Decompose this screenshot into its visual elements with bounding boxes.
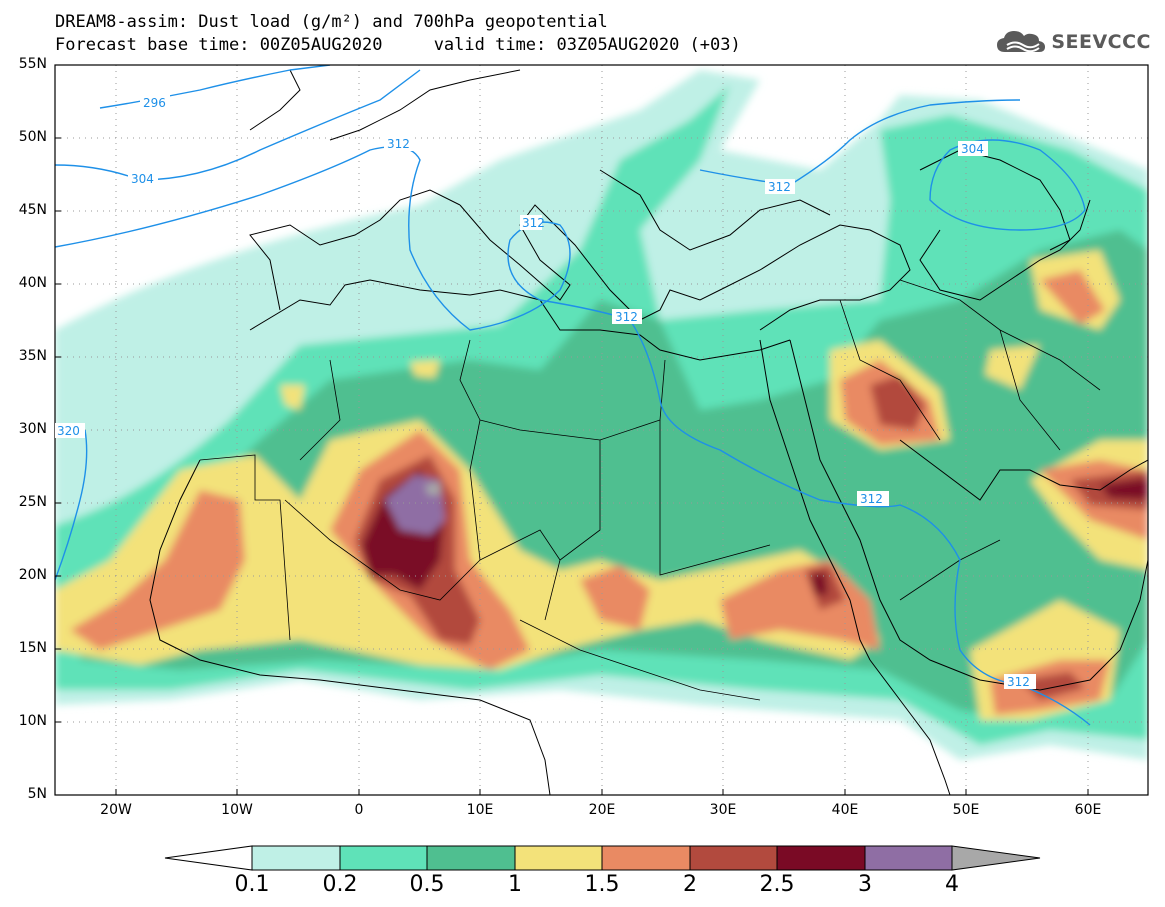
contour-label: 296 (143, 96, 166, 110)
colorbar-segment (776, 845, 866, 871)
colorbar-under-arrow (164, 845, 253, 871)
lon-label: 20E (588, 802, 616, 818)
contour-label: 304 (961, 142, 984, 156)
lat-label: 30N (18, 421, 47, 437)
lon-label: 30E (709, 802, 737, 818)
lat-label: 5N (27, 786, 47, 802)
colorbar-segment (689, 845, 778, 871)
colorbar-tick-label: 0.5 (409, 872, 445, 897)
cloud-icon (997, 31, 1046, 53)
colorbar-tick-label: 1.5 (584, 872, 620, 897)
colorbar-tick-label: 1 (508, 872, 522, 897)
colorbar-segment (601, 845, 691, 871)
lon-label: 40E (831, 802, 859, 818)
dust-field (55, 65, 1148, 795)
lat-label: 20N (18, 567, 47, 583)
contour-320 (55, 429, 88, 581)
contour-label: 312 (522, 216, 545, 230)
colorbar-segment (864, 845, 953, 871)
contour-label: 312 (768, 180, 791, 194)
lat-label: 50N (18, 129, 47, 145)
graticule (55, 65, 1148, 795)
forecast-time-line: Forecast base time: 00Z05AUG2020 valid t… (55, 35, 741, 55)
contour-label: 312 (615, 310, 638, 324)
lon-label: 0 (354, 802, 364, 818)
colorbar-segment (426, 845, 516, 871)
lon-label: 10W (221, 802, 253, 818)
lat-label: 10N (18, 713, 47, 729)
contour-label: 312 (1007, 675, 1030, 689)
contour-296 (99, 65, 331, 109)
map-title: DREAM8-assim: Dust load (g/m²) and 700hP… (55, 12, 608, 32)
lat-label: 15N (18, 640, 47, 656)
contour-label: 312 (387, 137, 410, 151)
lat-label: 55N (18, 56, 47, 72)
lon-label: 60E (1074, 802, 1102, 818)
lon-label: 20W (100, 802, 132, 818)
seevccc-logo: SEEVCCC (995, 28, 1151, 56)
colorbar-tick-label: 0.2 (322, 872, 358, 897)
colorbar-tick-label: 3 (858, 872, 872, 897)
colorbar-segment (514, 845, 603, 871)
dust-band-1.5 (70, 490, 245, 650)
contour-312-east (699, 99, 1021, 186)
lat-label: 40N (18, 275, 47, 291)
contour-304-west (55, 69, 421, 181)
coastlines (149, 69, 1148, 795)
colorbar-tick-label: 4 (945, 872, 959, 897)
contour-label: 320 (57, 424, 80, 438)
colorbar-over-arrow (951, 845, 1041, 871)
colorbar-tick-label: 2 (683, 872, 697, 897)
colorbar-segment (251, 845, 341, 871)
contour-304-east (929, 139, 1086, 231)
lon-label: 10E (466, 802, 494, 818)
logo-text: SEEVCCC (1051, 31, 1151, 53)
dust-band-4.0 (425, 482, 440, 495)
lat-label: 25N (18, 494, 47, 510)
colorbar (164, 845, 1041, 871)
lat-label: 35N (18, 348, 47, 364)
colorbar-tick-label: 0.1 (234, 872, 270, 897)
contour-label: 304 (131, 172, 154, 186)
contour-label: 312 (860, 492, 883, 506)
contour-labels: 296 304 312 304 312 312 320 312 312 312 (55, 95, 1036, 689)
colorbar-tick-label: 2.5 (759, 872, 795, 897)
lon-label: 50E (952, 802, 980, 818)
lat-label: 45N (18, 202, 47, 218)
country-borders (199, 279, 1101, 701)
colorbar-segment (339, 845, 428, 871)
